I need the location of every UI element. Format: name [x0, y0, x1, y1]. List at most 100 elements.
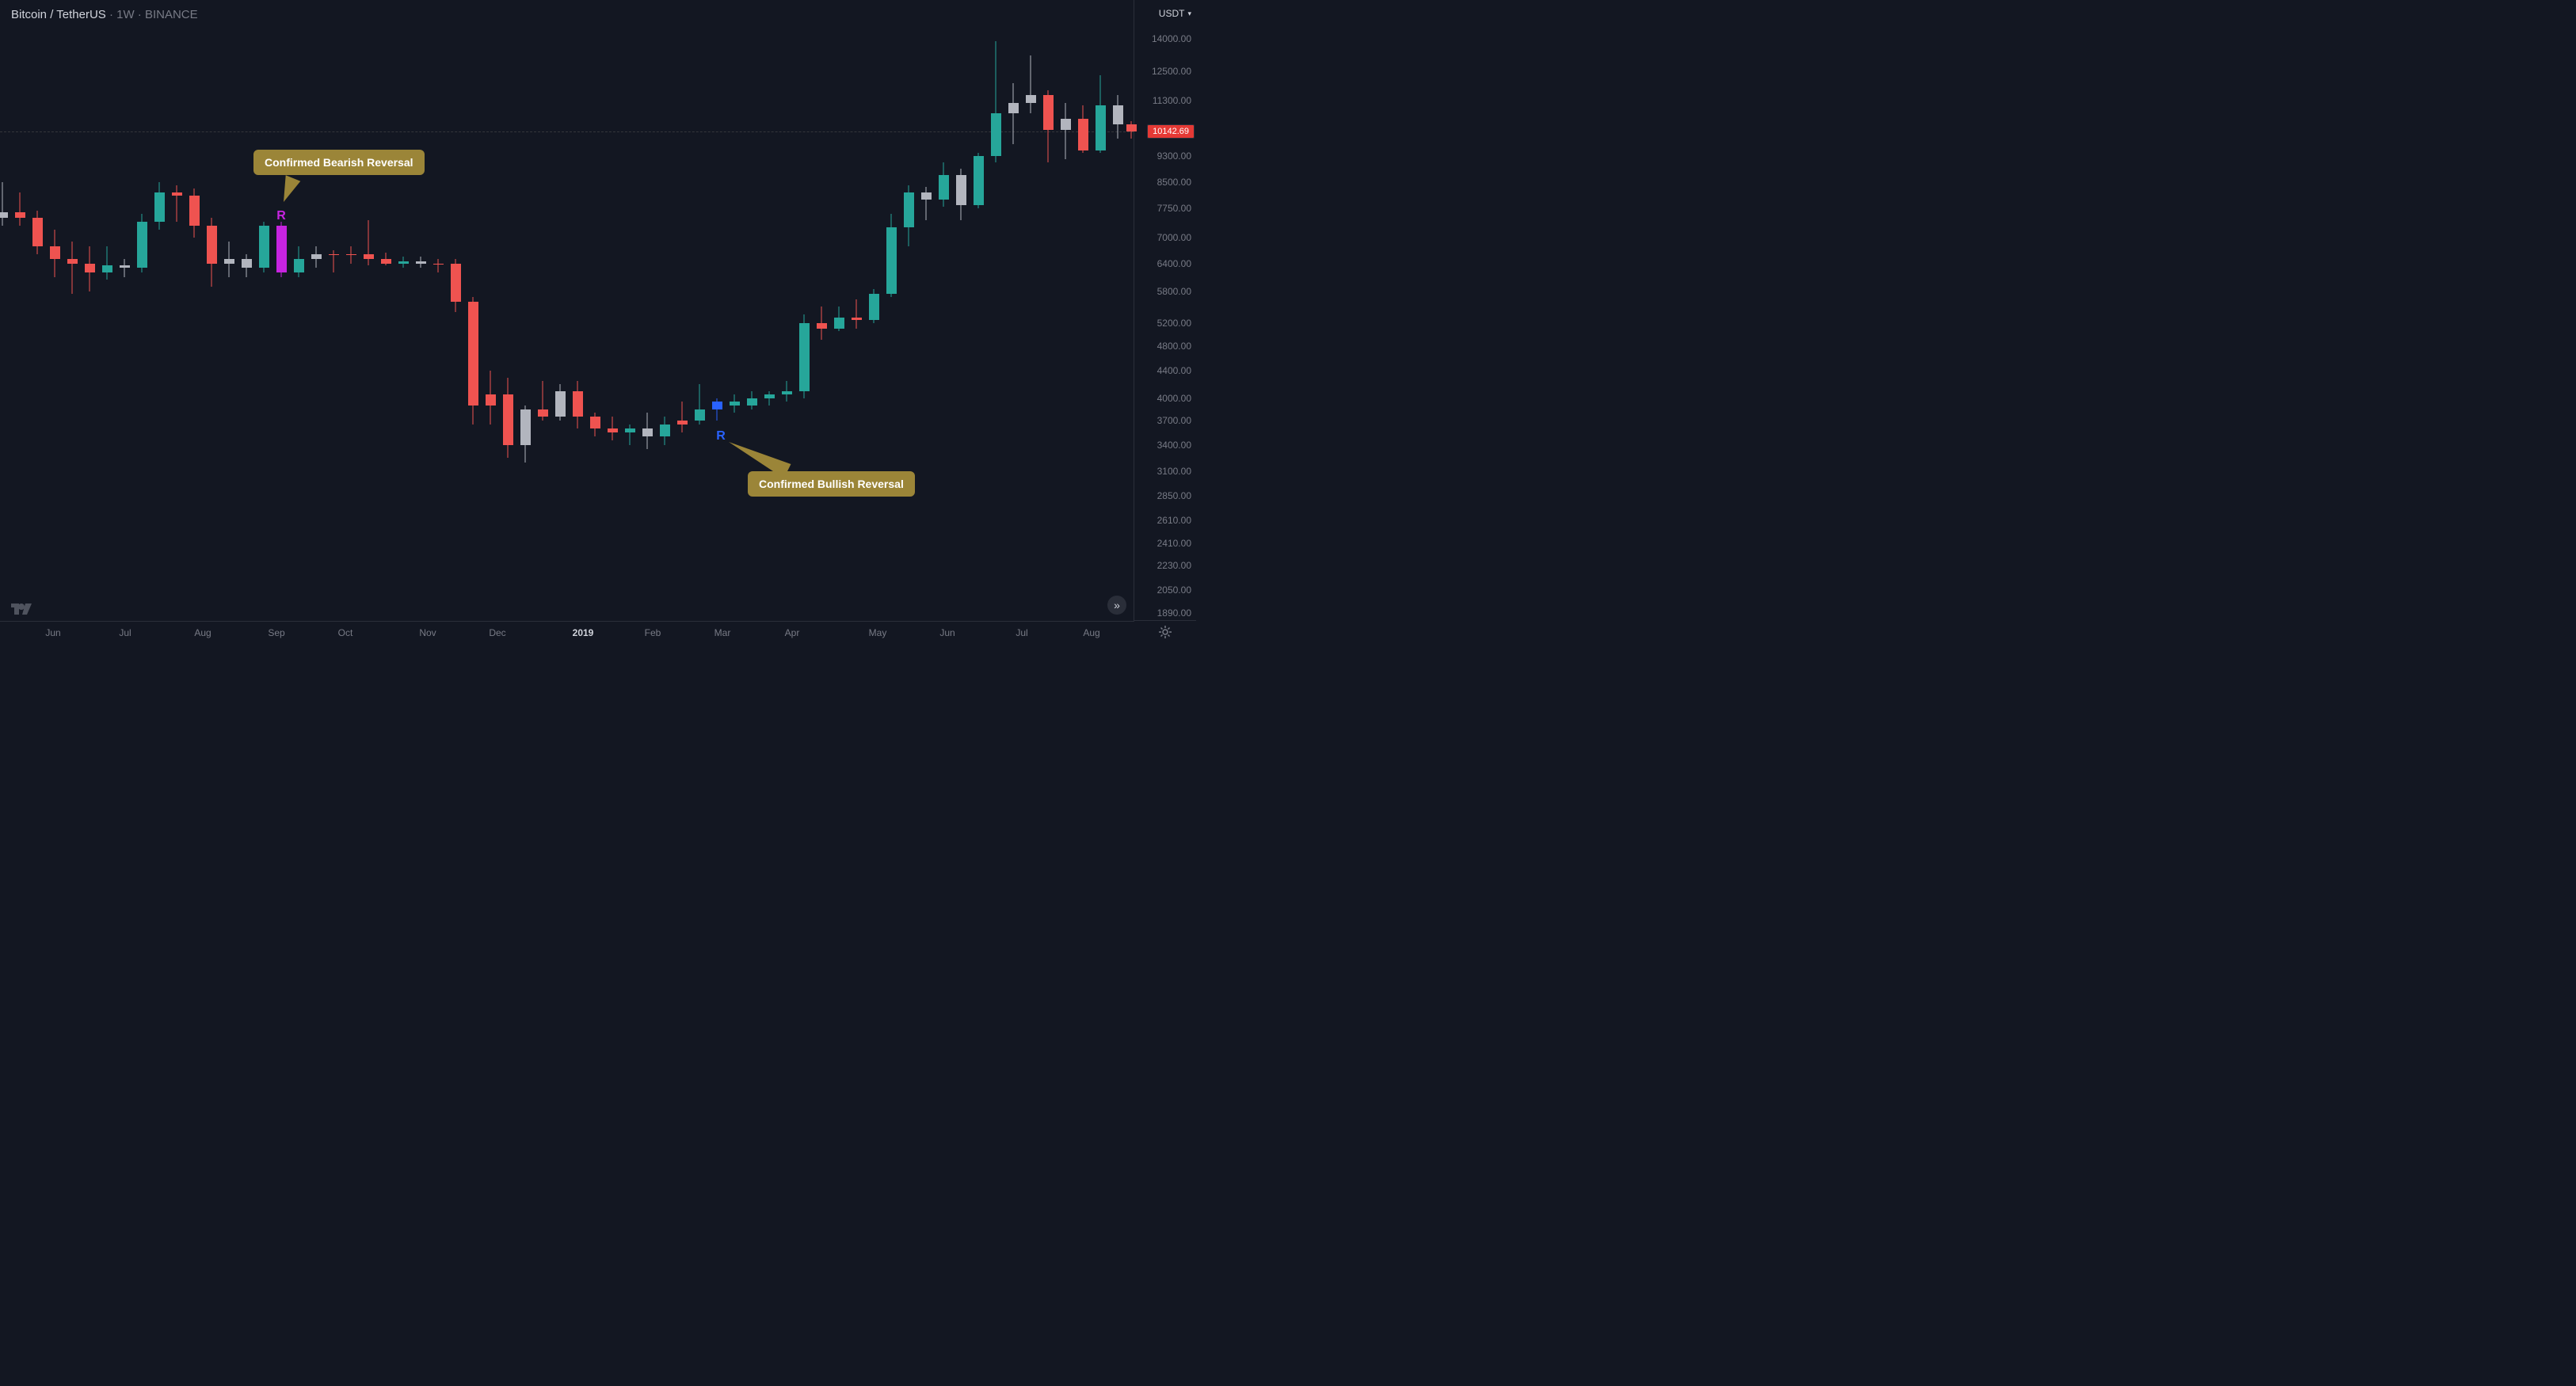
candle[interactable]: [451, 0, 461, 621]
current-price-badge: 10142.69: [1147, 124, 1195, 139]
price-tick-label: 2610.00: [1157, 515, 1191, 526]
candle[interactable]: [364, 0, 374, 621]
candle[interactable]: [869, 0, 879, 621]
candle[interactable]: [660, 0, 670, 621]
candle[interactable]: [764, 0, 775, 621]
candle[interactable]: [817, 0, 827, 621]
candle[interactable]: [886, 0, 897, 621]
candle[interactable]: [242, 0, 252, 621]
candle-body: [904, 192, 914, 228]
candle-body: [433, 264, 444, 265]
candle[interactable]: [520, 0, 531, 621]
candle[interactable]: [15, 0, 25, 621]
candle[interactable]: [0, 0, 8, 621]
candle[interactable]: [1113, 0, 1123, 621]
candle-body: [85, 264, 95, 272]
candle-body: [15, 212, 25, 218]
candle[interactable]: [50, 0, 60, 621]
candle[interactable]: [503, 0, 513, 621]
candle[interactable]: [259, 0, 269, 621]
candle[interactable]: [276, 0, 287, 621]
candle-body: [625, 428, 635, 432]
candle[interactable]: [1008, 0, 1019, 621]
candle[interactable]: [974, 0, 984, 621]
candle[interactable]: [207, 0, 217, 621]
annotation-callout[interactable]: Confirmed Bearish Reversal: [253, 150, 425, 175]
candle[interactable]: [555, 0, 566, 621]
candle[interactable]: [834, 0, 844, 621]
candle[interactable]: [67, 0, 78, 621]
candle[interactable]: [137, 0, 147, 621]
reversal-marker: R: [716, 429, 726, 444]
candle[interactable]: [398, 0, 409, 621]
candle-body: [120, 265, 130, 268]
annotation-callout[interactable]: Confirmed Bullish Reversal: [748, 471, 915, 497]
candle[interactable]: [782, 0, 792, 621]
candle[interactable]: [1026, 0, 1036, 621]
candle[interactable]: [991, 0, 1001, 621]
candle[interactable]: [590, 0, 600, 621]
candle[interactable]: [695, 0, 705, 621]
candle-body: [50, 246, 60, 259]
candle[interactable]: [189, 0, 200, 621]
title-sep2: ·: [135, 8, 145, 21]
candle[interactable]: [102, 0, 112, 621]
candle[interactable]: [712, 0, 722, 621]
candle[interactable]: [224, 0, 234, 621]
candle[interactable]: [154, 0, 165, 621]
candle[interactable]: [852, 0, 862, 621]
candle[interactable]: [921, 0, 932, 621]
candle[interactable]: [677, 0, 688, 621]
candle[interactable]: [329, 0, 339, 621]
candle[interactable]: [956, 0, 966, 621]
chart-plot-area[interactable]: RRConfirmed Bearish ReversalConfirmed Bu…: [0, 0, 1134, 621]
candle[interactable]: [1061, 0, 1071, 621]
chart-container: Bitcoin / TetherUS · 1W · BINANCE RRConf…: [0, 0, 1196, 643]
candle[interactable]: [433, 0, 444, 621]
candle[interactable]: [120, 0, 130, 621]
currency-selector[interactable]: USDT ▾: [1159, 8, 1191, 19]
goto-latest-button[interactable]: »: [1107, 596, 1126, 615]
candle-body: [242, 259, 252, 268]
candle-body: [137, 222, 147, 268]
candle[interactable]: [799, 0, 810, 621]
candle[interactable]: [85, 0, 95, 621]
candle[interactable]: [32, 0, 43, 621]
candle[interactable]: [416, 0, 426, 621]
candle[interactable]: [346, 0, 356, 621]
candle[interactable]: [747, 0, 757, 621]
candle[interactable]: [1043, 0, 1054, 621]
candle[interactable]: [608, 0, 618, 621]
candle[interactable]: [381, 0, 391, 621]
symbol-name: Bitcoin / TetherUS: [11, 8, 106, 21]
candle[interactable]: [625, 0, 635, 621]
title-sep1: ·: [106, 8, 116, 21]
price-tick-label: 12500.00: [1152, 66, 1191, 77]
candle[interactable]: [538, 0, 548, 621]
candle-body: [468, 302, 478, 406]
candle[interactable]: [1078, 0, 1088, 621]
price-axis[interactable]: USDT ▾ 14000.0012500.0011300.0010142.699…: [1134, 0, 1196, 621]
candle[interactable]: [311, 0, 322, 621]
candle[interactable]: [904, 0, 914, 621]
candle-body: [172, 192, 182, 196]
candle[interactable]: [172, 0, 182, 621]
time-tick-label: Jun: [45, 627, 60, 638]
candle-body: [834, 318, 844, 329]
candle[interactable]: [939, 0, 949, 621]
price-tick-label: 4000.00: [1157, 393, 1191, 404]
candle[interactable]: [1096, 0, 1106, 621]
price-tick-label: 5200.00: [1157, 318, 1191, 329]
candle[interactable]: [730, 0, 740, 621]
candle[interactable]: [573, 0, 583, 621]
candle[interactable]: [486, 0, 496, 621]
candle[interactable]: [642, 0, 653, 621]
time-axis[interactable]: JunJulAugSepOctNovDec2019FebMarAprMayJun…: [0, 621, 1134, 643]
candle-body: [695, 409, 705, 421]
candle-body: [224, 259, 234, 264]
candle[interactable]: [294, 0, 304, 621]
candle-body: [294, 259, 304, 272]
candle-body: [364, 254, 374, 259]
candle[interactable]: [468, 0, 478, 621]
axis-settings-button[interactable]: [1158, 625, 1172, 639]
